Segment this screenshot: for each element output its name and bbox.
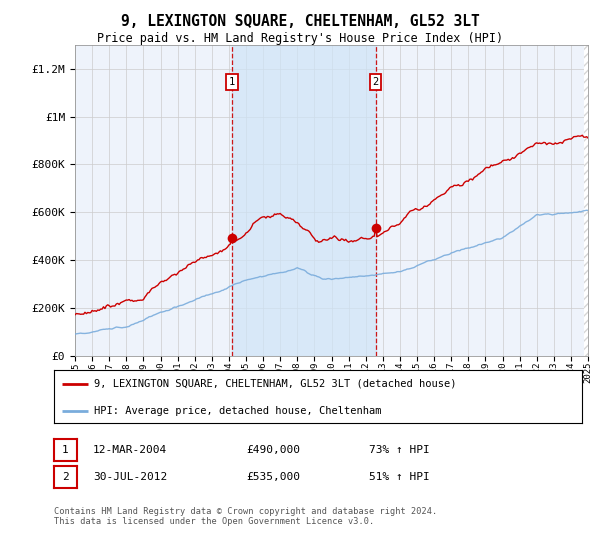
Bar (584, 45, 590, 356)
Text: 2: 2 (62, 472, 69, 482)
Text: 2: 2 (373, 77, 379, 87)
Text: 73% ↑ HPI: 73% ↑ HPI (369, 445, 430, 455)
Text: £490,000: £490,000 (246, 445, 300, 455)
Bar (584, 45, 590, 356)
Text: Price paid vs. HM Land Registry's House Price Index (HPI): Price paid vs. HM Land Registry's House … (97, 32, 503, 45)
Text: 1: 1 (62, 445, 69, 455)
Text: Contains HM Land Registry data © Crown copyright and database right 2024.
This d: Contains HM Land Registry data © Crown c… (54, 507, 437, 526)
Text: 12-MAR-2004: 12-MAR-2004 (93, 445, 167, 455)
Text: £535,000: £535,000 (246, 472, 300, 482)
Bar (232, 45, 376, 356)
Text: 9, LEXINGTON SQUARE, CHELTENHAM, GL52 3LT (detached house): 9, LEXINGTON SQUARE, CHELTENHAM, GL52 3L… (94, 379, 456, 389)
Text: 30-JUL-2012: 30-JUL-2012 (93, 472, 167, 482)
Text: 51% ↑ HPI: 51% ↑ HPI (369, 472, 430, 482)
Text: HPI: Average price, detached house, Cheltenham: HPI: Average price, detached house, Chel… (94, 406, 381, 416)
Text: 9, LEXINGTON SQUARE, CHELTENHAM, GL52 3LT: 9, LEXINGTON SQUARE, CHELTENHAM, GL52 3L… (121, 14, 479, 29)
Text: 1: 1 (229, 77, 235, 87)
